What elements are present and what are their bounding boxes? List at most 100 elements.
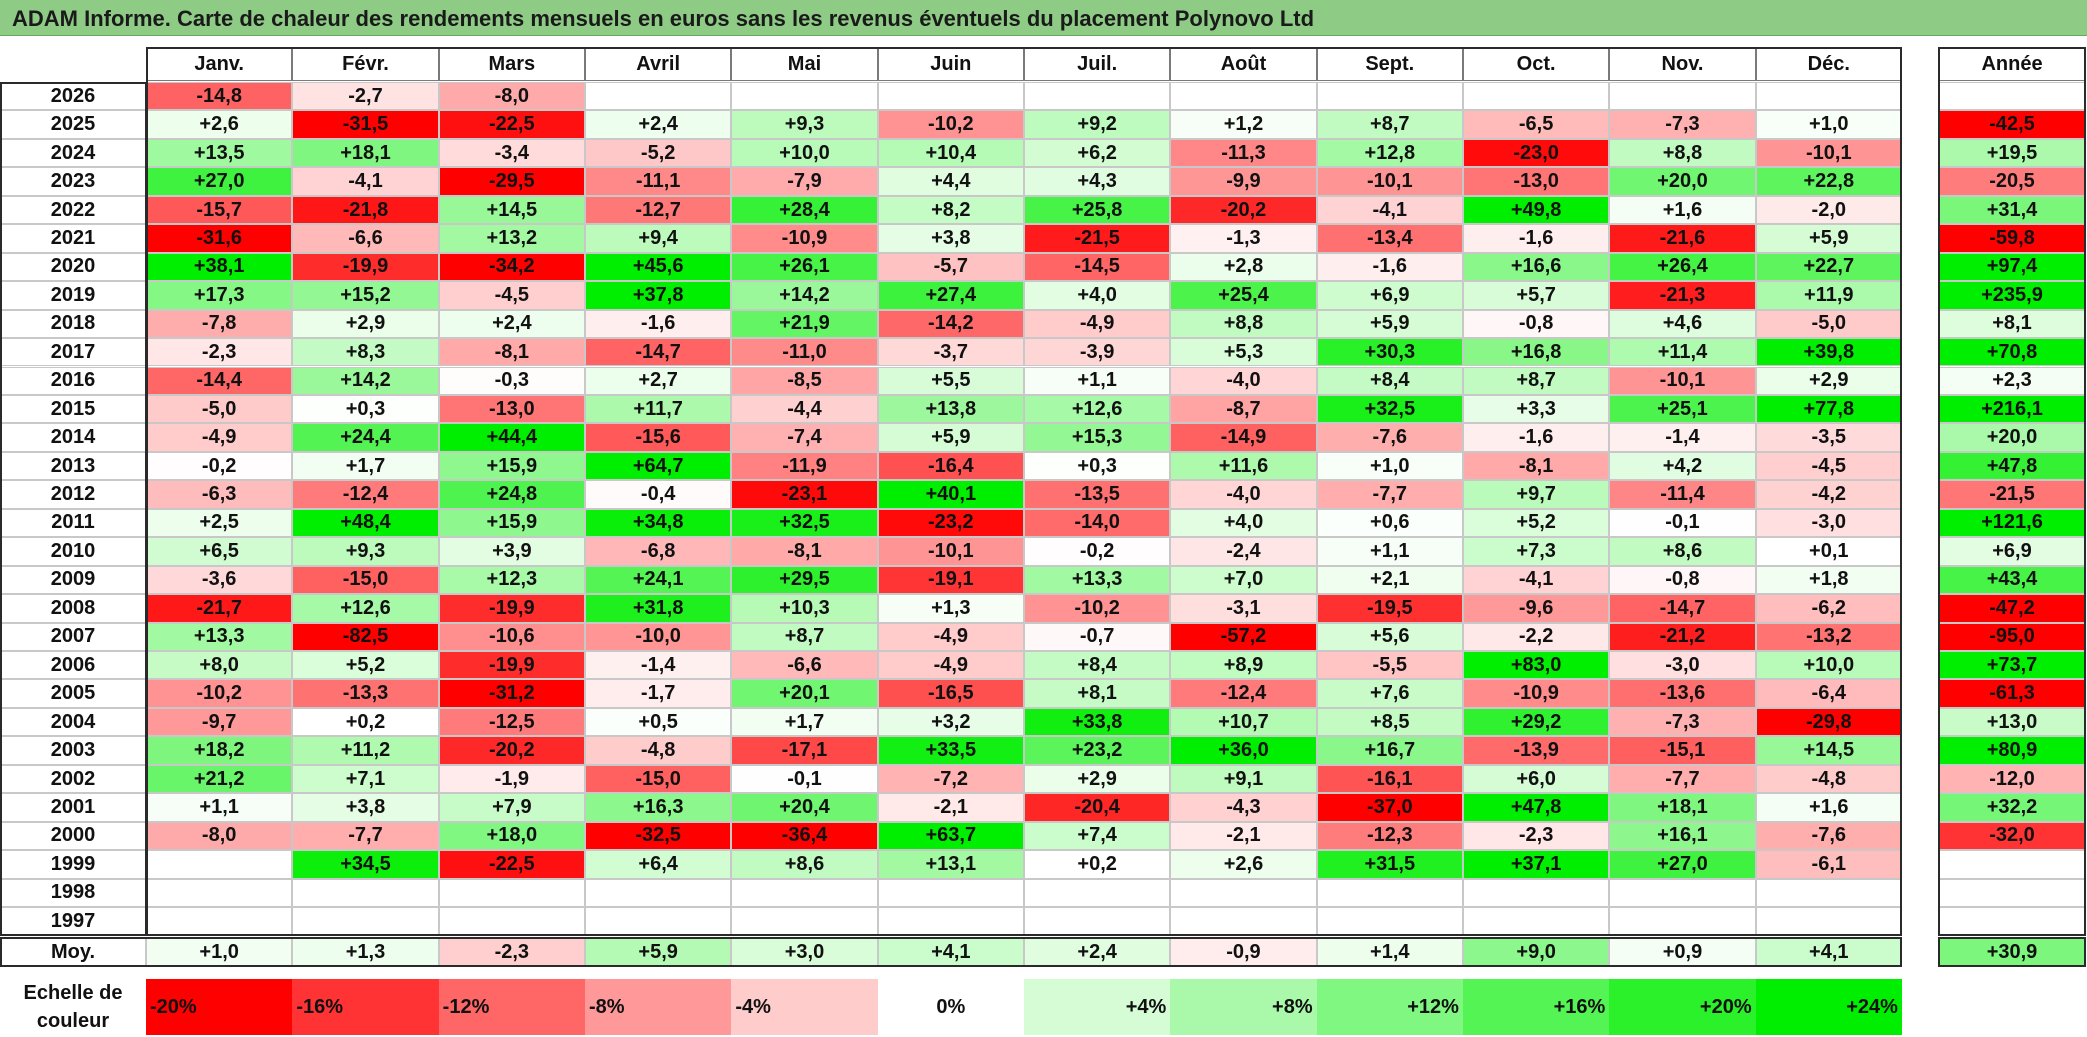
heatmap-cell: +63,7 <box>877 821 1024 851</box>
heatmap-cell: -3,6 <box>146 565 293 595</box>
heatmap-cell: -1,7 <box>584 679 732 708</box>
heatmap-cell: -1,9 <box>438 764 585 794</box>
heatmap-cell: +2,9 <box>1755 366 1902 395</box>
color-scale-swatch: -16% <box>292 979 439 1035</box>
heatmap-cell: -9,9 <box>1170 167 1317 196</box>
heatmap-cell: +8,3 <box>292 338 439 367</box>
heatmap-cell <box>292 878 439 908</box>
heatmap-cell: +33,5 <box>877 736 1024 765</box>
heatmap-cell: +1,6 <box>1755 793 1902 822</box>
annual-cell: +97,4 <box>1938 252 2086 282</box>
heatmap-cell: +32,5 <box>1316 394 1463 424</box>
heatmap-cell: +11,7 <box>584 394 732 424</box>
heatmap-cell: -10,0 <box>584 622 732 651</box>
heatmap-cell: -8,1 <box>731 537 878 566</box>
annual-cell <box>1938 82 2086 111</box>
heatmap-cell: -4,9 <box>1023 309 1171 339</box>
heatmap-cell: +10,7 <box>1170 707 1317 737</box>
annual-cell: -59,8 <box>1938 224 2086 253</box>
heatmap-cell <box>1170 907 1317 936</box>
heatmap-cell: +5,9 <box>1316 309 1463 339</box>
heatmap-cell: +1,2 <box>1170 110 1317 139</box>
heatmap-cell: +1,8 <box>1755 565 1902 595</box>
heatmap-cell: -13,6 <box>1609 679 1756 708</box>
heatmap-cell: +0,3 <box>1023 451 1171 481</box>
average-cell: +1,4 <box>1316 937 1463 967</box>
heatmap-cell: -22,5 <box>438 110 585 139</box>
heatmap-cell: -8,1 <box>438 338 585 367</box>
heatmap-cell: +24,4 <box>292 423 439 452</box>
heatmap-cell: +8,8 <box>1170 309 1317 339</box>
year-label: 2010 <box>0 537 146 566</box>
heatmap-cell: +8,7 <box>731 622 878 651</box>
heatmap-cell: -11,9 <box>731 451 878 481</box>
month-header: Juin <box>877 47 1024 81</box>
annual-cell: -42,5 <box>1938 110 2086 139</box>
average-cell: +3,0 <box>731 937 878 967</box>
heatmap-cell: +4,4 <box>877 167 1024 196</box>
heatmap-cell: -0,7 <box>1023 622 1171 651</box>
month-header: Mai <box>731 47 878 81</box>
heatmap-cell: -7,7 <box>1609 764 1756 794</box>
heatmap-cell: -6,6 <box>292 224 439 253</box>
color-scale-swatch: 0% <box>877 979 1024 1035</box>
heatmap-cell <box>1316 878 1463 908</box>
heatmap-cell: -4,0 <box>1170 366 1317 395</box>
heatmap-cell: +5,9 <box>877 423 1024 452</box>
color-scale-swatch: +8% <box>1170 979 1317 1035</box>
color-scale-swatch: -20% <box>146 979 293 1035</box>
heatmap-cell: -14,7 <box>1609 594 1756 623</box>
heatmap-cell <box>877 907 1024 936</box>
year-label: 2023 <box>0 167 146 196</box>
heatmap-cell <box>731 907 878 936</box>
heatmap-cell: -13,3 <box>292 679 439 708</box>
heatmap-cell: -2,1 <box>1170 821 1317 851</box>
heatmap-cell: +5,3 <box>1170 338 1317 367</box>
heatmap-cell <box>1023 82 1171 111</box>
annual-cell <box>1938 850 2086 879</box>
heatmap-cell: -6,2 <box>1755 594 1902 623</box>
heatmap-cell: -5,7 <box>877 252 1024 282</box>
heatmap-cell: +9,3 <box>731 110 878 139</box>
heatmap-cell: -10,2 <box>146 679 293 708</box>
year-label: 2009 <box>0 565 146 595</box>
heatmap-cell: +21,2 <box>146 764 293 794</box>
heatmap-cell <box>1755 82 1902 111</box>
heatmap-cell: +3,8 <box>877 224 1024 253</box>
heatmap-cell: +2,6 <box>1170 850 1317 879</box>
heatmap-cell: -1,6 <box>1462 423 1610 452</box>
heatmap-cell: +12,3 <box>438 565 585 595</box>
average-cell: +1,3 <box>292 937 439 967</box>
heatmap-cell <box>877 82 1024 111</box>
heatmap-cell: -14,4 <box>146 366 293 395</box>
heatmap-cell: +0,2 <box>292 707 439 737</box>
heatmap-cell: -20,2 <box>1170 195 1317 225</box>
heatmap-cell: +44,4 <box>438 423 585 452</box>
heatmap-cell: +9,4 <box>584 224 732 253</box>
year-label: 2015 <box>0 394 146 424</box>
heatmap-cell: +15,9 <box>438 451 585 481</box>
heatmap-cell: +20,0 <box>1609 167 1756 196</box>
heatmap-cell: +6,4 <box>584 850 732 879</box>
title-bar: ADAM Informe. Carte de chaleur des rende… <box>0 0 2087 36</box>
heatmap-cell: +6,9 <box>1316 281 1463 310</box>
year-label: 2001 <box>0 793 146 822</box>
heatmap-cell: +27,0 <box>146 167 293 196</box>
heatmap-cell: +22,8 <box>1755 167 1902 196</box>
heatmap-cell: -6,3 <box>146 480 293 509</box>
heatmap-cell: +4,2 <box>1609 451 1756 481</box>
heatmap-cell <box>1462 878 1610 908</box>
heatmap-cell: -11,0 <box>731 338 878 367</box>
heatmap-cell: +3,9 <box>438 537 585 566</box>
heatmap-cell: +83,0 <box>1462 651 1610 680</box>
heatmap-cell: +9,3 <box>292 537 439 566</box>
year-total-header: Année <box>1938 47 2086 81</box>
heatmap-cell: +5,2 <box>292 651 439 680</box>
year-label: 2016 <box>0 366 146 395</box>
heatmap-cell: -21,6 <box>1609 224 1756 253</box>
annual-cell: +19,5 <box>1938 138 2086 168</box>
heatmap-cell: +8,4 <box>1316 366 1463 395</box>
heatmap-cell: -2,0 <box>1755 195 1902 225</box>
heatmap-cell: -10,1 <box>1316 167 1463 196</box>
heatmap-cell: -6,8 <box>584 537 732 566</box>
